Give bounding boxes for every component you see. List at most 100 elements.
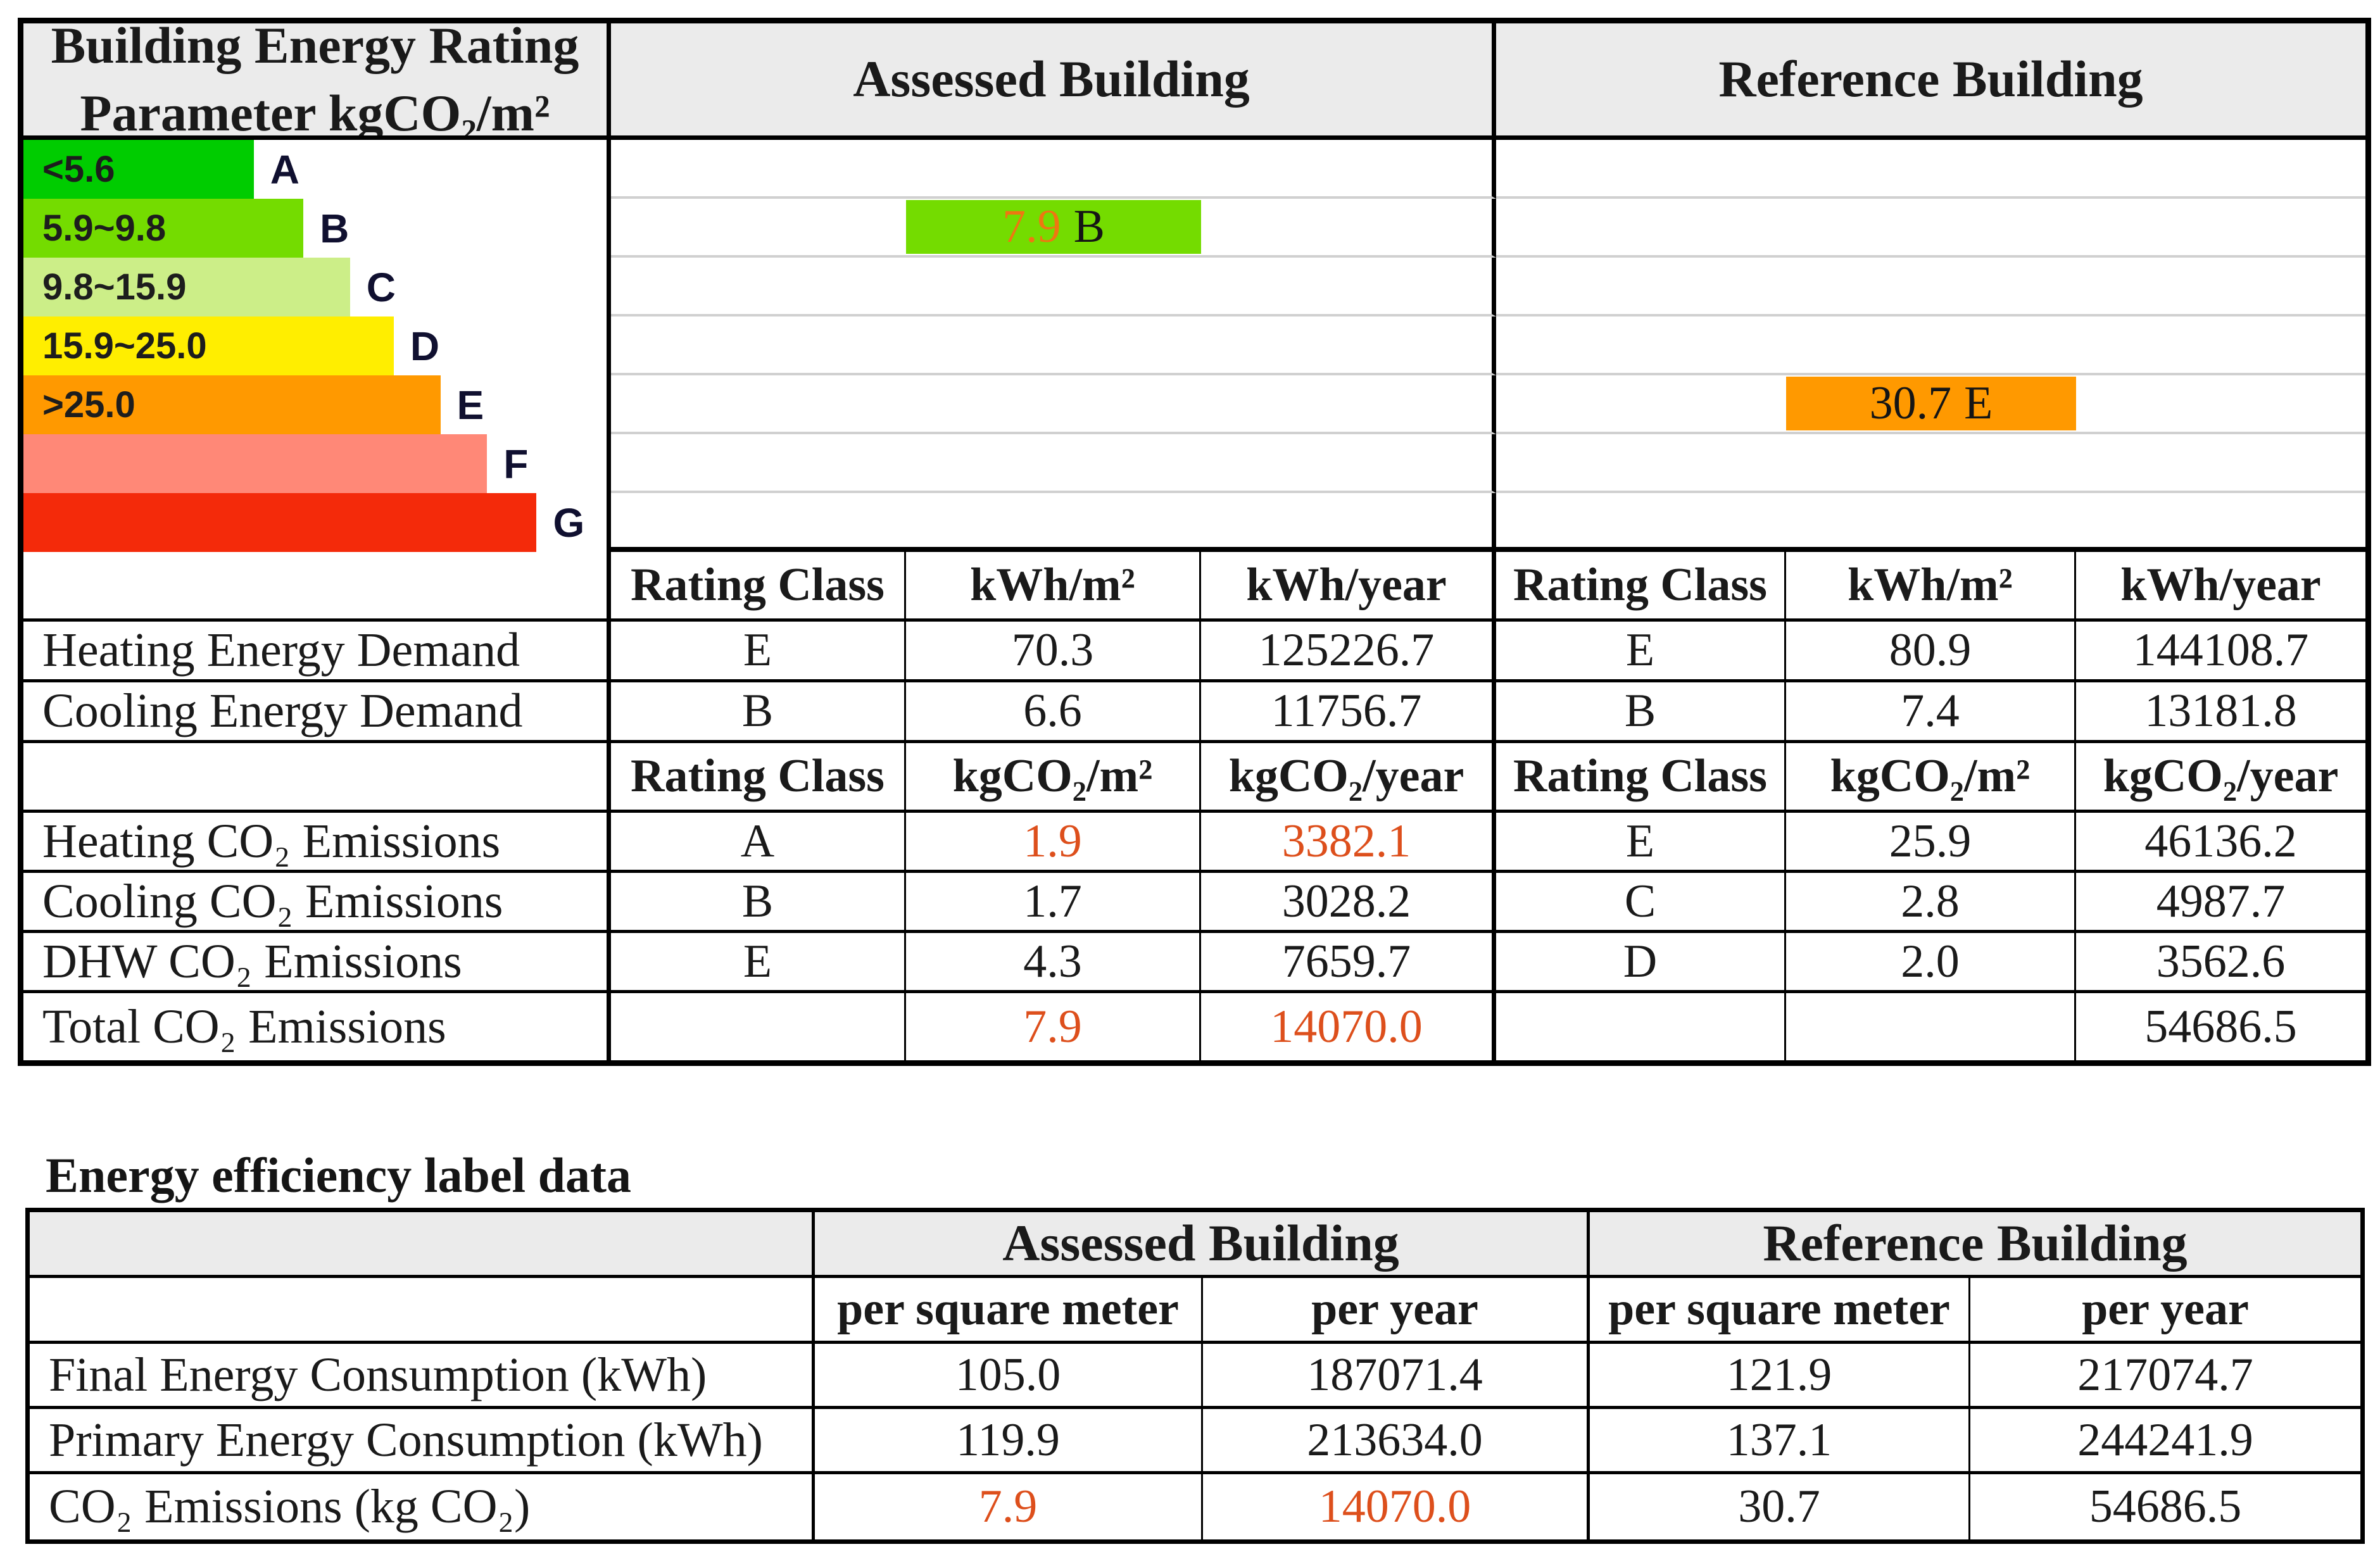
assessed-marker-value: 7.9 (1002, 201, 1061, 253)
assessed-rating-class-header-co2: Rating Class (611, 743, 906, 813)
reference-building-header: Reference Building (1496, 23, 2365, 140)
band-g-bar (23, 493, 537, 552)
row-label-cell: Cooling CO₂ Emissions (23, 873, 611, 933)
building-energy-rating-table: Building Energy Rating Parameter kgCO₂/m… (18, 18, 2371, 1066)
value-cell: 2.0 (1786, 933, 2076, 993)
reference-kwh-year-header: kWh/year (2076, 552, 2365, 622)
band-c-bar: 9.8~15.9 (23, 258, 350, 316)
band-row-c: 9.8~15.9 C (23, 258, 611, 316)
value-cell: 11756.7 (1201, 682, 1496, 743)
value-cell: 2.8 (1786, 873, 2076, 933)
reference-band-a-cell (1496, 140, 2365, 199)
value-cell: 213634.0 (1203, 1409, 1590, 1474)
value-cell: 14070.0 (1203, 1474, 1590, 1539)
value-cell: 4.3 (906, 933, 1201, 993)
band-d-letter: D (410, 323, 440, 369)
band-a-letter: A (270, 146, 299, 192)
row-label-cell: Heating Energy Demand (23, 622, 611, 682)
reference-rating-marker: 30.7 E (1786, 377, 2076, 430)
band-row-g: G (23, 493, 611, 552)
value-cell: 54686.5 (2089, 1481, 2242, 1532)
empty-corner-cell (23, 552, 611, 622)
rating-parameter-header-line1: Building Energy Rating (51, 23, 579, 74)
assessed-building-header: Assessed Building (611, 23, 1496, 140)
value-cell: 13181.8 (2076, 682, 2365, 743)
band-row-f: F (23, 434, 611, 493)
value-cell (611, 993, 906, 1060)
rating-parameter-header-line2: Parameter kgCO₂/m² (80, 84, 550, 140)
row-label-cell: Total CO₂ Emissions (23, 993, 611, 1060)
value-cell: 125226.7 (1201, 622, 1496, 682)
assessed-band-a-cell (611, 140, 1496, 199)
value-cell: D (1496, 933, 1786, 993)
band-row-b: 5.9~9.8 B (23, 199, 611, 258)
row-label-cell: Heating CO₂ Emissions (23, 813, 611, 873)
value-cell: 7.9 (815, 1474, 1203, 1539)
band-row-d: 15.9~25.0 D (23, 316, 611, 375)
value-cell: E (1496, 622, 1786, 682)
value-cell: E (611, 622, 906, 682)
assessed-kwh-m2-header: kWh/m² (906, 552, 1201, 622)
assessed-building-header-bottom: Assessed Building (815, 1212, 1590, 1278)
value-cell: 3382.1 (1201, 813, 1496, 873)
value-cell: 137.1 (1590, 1409, 1970, 1474)
value-cell (1786, 993, 2076, 1060)
assessed-rating-class-header: Rating Class (611, 552, 906, 622)
band-e-bar: >25.0 (23, 375, 441, 434)
assessed-kwh-year-header: kWh/year (1201, 552, 1496, 622)
reference-kwh-m2-header: kWh/m² (1786, 552, 2076, 622)
reference-building-header-bottom: Reference Building (1590, 1212, 2360, 1278)
value-cell: 80.9 (1786, 622, 2076, 682)
assessed-band-g-cell (611, 493, 1496, 552)
assessed-band-c-cell (611, 258, 1496, 316)
reference-band-e-cell: 30.7 E (1496, 375, 2365, 434)
value-cell (1496, 993, 1786, 1060)
reference-band-b-cell (1496, 199, 2365, 258)
value-cell: 70.3 (906, 622, 1201, 682)
reference-marker-value: 30.7 (1869, 377, 1952, 429)
band-row-e: >25.0 E (23, 375, 611, 434)
value-cell: 187071.4 (1203, 1344, 1590, 1409)
assessed-band-b-cell: 7.9 B (611, 199, 1496, 258)
value-cell: 7.4 (1786, 682, 2076, 743)
value-cell: A (611, 813, 906, 873)
value-cell: 244241.9 (1970, 1409, 2360, 1474)
band-c-letter: C (366, 264, 396, 310)
row-label-cell: Primary Energy Consumption (kWh) (30, 1409, 815, 1474)
value-cell: B (1496, 682, 1786, 743)
band-b-letter: B (320, 205, 349, 251)
row-label-cell: DHW CO₂ Emissions (23, 933, 611, 993)
value-cell: 46136.2 (2076, 813, 2365, 873)
band-f-bar (23, 434, 488, 493)
assessed-kgco2-m2-header: kgCO₂/m² (906, 743, 1201, 813)
reference-band-c-cell (1496, 258, 2365, 316)
value-cell: 3028.2 (1201, 873, 1496, 933)
reference-band-g-cell (1496, 493, 2365, 552)
assessed-rating-marker: 7.9 B (906, 200, 1201, 254)
value-cell: 1.9 (906, 813, 1201, 873)
assessed-kgco2-year-header: kgCO₂/year (1201, 743, 1496, 813)
value-cell: 7.9 (906, 993, 1201, 1060)
assessed-per-square-meter-header: per square meter (815, 1278, 1203, 1344)
band-d-bar: 15.9~25.0 (23, 316, 394, 375)
value-cell: E (611, 933, 906, 993)
assessed-band-d-cell (611, 316, 1496, 375)
reference-band-d-cell (1496, 316, 2365, 375)
value-cell: 54686.5 (2144, 1000, 2297, 1053)
reference-rating-class-header-co2: Rating Class (1496, 743, 1786, 813)
assessed-band-e-cell (611, 375, 1496, 434)
value-cell: 144108.7 (2076, 622, 2365, 682)
energy-efficiency-label-table: Assessed Building Reference Building per… (25, 1208, 2365, 1544)
assessed-band-f-cell (611, 434, 1496, 493)
value-cell: 25.9 (1786, 813, 2076, 873)
value-cell: E (1496, 813, 1786, 873)
reference-kgco2-m2-header: kgCO₂/m² (1786, 743, 2076, 813)
value-cell: 6.6 (906, 682, 1201, 743)
row-label-cell: CO₂ Emissions (kg CO₂) (30, 1474, 815, 1539)
value-cell: 105.0 (815, 1344, 1203, 1409)
band-f-letter: F (503, 441, 529, 487)
row-label-cell: Final Energy Consumption (kWh) (30, 1344, 815, 1409)
section-heading: Energy efficiency label data (46, 1148, 631, 1203)
value-cell: 4987.7 (2076, 873, 2365, 933)
value-cell: 30.7 (1590, 1474, 1970, 1539)
